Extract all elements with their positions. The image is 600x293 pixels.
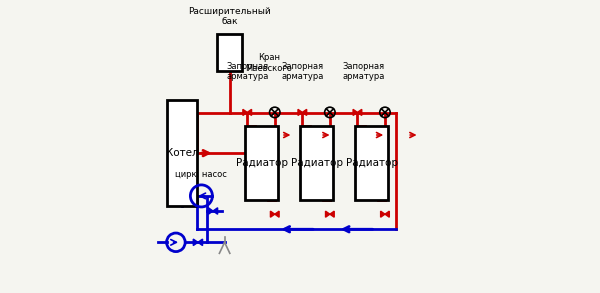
Text: Радиатор: Радиатор xyxy=(290,158,343,168)
Text: Расширительный
бак: Расширительный бак xyxy=(188,7,271,26)
Bar xyxy=(167,100,197,206)
Polygon shape xyxy=(193,239,198,246)
Polygon shape xyxy=(353,109,358,115)
Text: Запорная
арматура: Запорная арматура xyxy=(281,62,323,81)
Polygon shape xyxy=(243,109,247,115)
Polygon shape xyxy=(302,109,307,115)
Polygon shape xyxy=(330,211,334,217)
Text: Запорная
арматура: Запорная арматура xyxy=(226,62,268,81)
Bar xyxy=(300,126,334,200)
Polygon shape xyxy=(247,109,251,115)
Polygon shape xyxy=(208,208,213,214)
Text: Запорная
арматура: Запорная арматура xyxy=(343,62,385,81)
Bar xyxy=(245,126,278,200)
Polygon shape xyxy=(380,211,385,217)
Polygon shape xyxy=(271,211,275,217)
Polygon shape xyxy=(198,239,203,246)
Polygon shape xyxy=(358,109,362,115)
Polygon shape xyxy=(385,211,389,217)
Text: Радиатор: Радиатор xyxy=(236,158,287,168)
Text: Котел: Котел xyxy=(166,148,198,158)
Polygon shape xyxy=(326,211,330,217)
Polygon shape xyxy=(213,208,218,214)
Polygon shape xyxy=(298,109,302,115)
Polygon shape xyxy=(275,211,279,217)
Bar xyxy=(355,126,388,200)
Text: Радиатор: Радиатор xyxy=(346,158,398,168)
Text: цирк. насос: цирк. насос xyxy=(175,170,227,179)
Text: Кран
Маевского: Кран Маевского xyxy=(245,53,292,73)
Bar xyxy=(217,33,242,71)
